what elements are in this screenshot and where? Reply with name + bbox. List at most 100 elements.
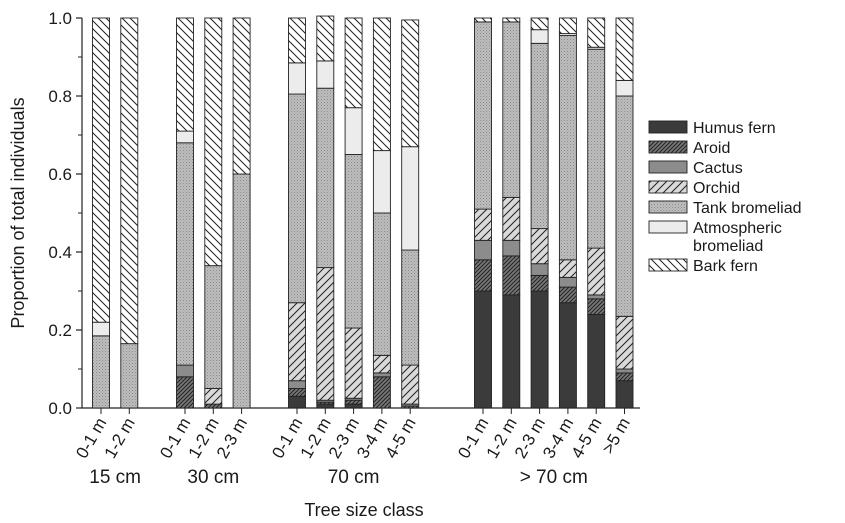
- bar-segment: [204, 265, 223, 389]
- x-tick-label: >5 m: [598, 415, 634, 458]
- bar-segment: [92, 17, 110, 323]
- legend-swatch: [648, 220, 688, 234]
- legend-label: Atmospheric: [693, 220, 782, 237]
- bar-segment: [615, 17, 634, 81]
- legend-label: Tank bromeliad: [693, 200, 802, 217]
- bar-segment: [372, 372, 391, 378]
- x-tick-label: 2-3 m: [213, 415, 251, 462]
- bar-segment: [372, 212, 391, 356]
- bar-segment: [474, 239, 492, 261]
- bar-segment: [530, 17, 549, 31]
- bar-segment: [401, 146, 420, 251]
- bar-segment: [288, 395, 306, 409]
- bar-segment: [372, 150, 391, 214]
- group-label: 70 cm: [328, 467, 380, 488]
- bar-segment: [474, 21, 492, 210]
- bar-segment: [615, 79, 634, 97]
- bar-segment: [502, 21, 521, 198]
- bar-segment: [288, 388, 306, 397]
- bar-segment: [316, 15, 335, 62]
- legend-swatch: [648, 258, 688, 272]
- bar-segment: [530, 263, 549, 276]
- bar-segment: [615, 380, 634, 409]
- y-tick-label: 0.8: [48, 87, 72, 106]
- bar-segment: [558, 17, 577, 35]
- bar-segment: [92, 335, 110, 409]
- bar-segment: [502, 239, 521, 257]
- group-label: 15 cm: [89, 467, 141, 488]
- bar-segment: [530, 228, 549, 265]
- y-tick-label: 0.4: [48, 243, 72, 262]
- legend-swatch: [648, 140, 688, 154]
- bar-segment: [530, 42, 549, 230]
- x-axis-title: Tree size class: [304, 500, 423, 520]
- bar-segment: [558, 259, 577, 278]
- bar-segment: [401, 364, 420, 405]
- group-label: > 70 cm: [520, 467, 588, 488]
- bar-segment: [344, 327, 363, 399]
- bar-segment: [204, 17, 223, 267]
- y-axis-title: Proportion of total individuals: [8, 97, 28, 328]
- bar-segment: [530, 274, 549, 292]
- bar-segment: [372, 17, 391, 152]
- legend-label: Orchid: [693, 180, 740, 197]
- bar-segment: [176, 130, 194, 144]
- bar-segment: [316, 87, 335, 269]
- bar-segment: [232, 173, 251, 409]
- bar-segment: [372, 354, 391, 374]
- legend-label: Aroid: [693, 140, 730, 157]
- bar-segment: [344, 403, 363, 409]
- y-tick-label: 0.0: [48, 399, 72, 418]
- bar-segment: [502, 255, 521, 296]
- bar-segment: [502, 17, 521, 23]
- bar-segment: [288, 380, 306, 389]
- bar-segment: [120, 17, 139, 345]
- bar-segment: [316, 403, 335, 409]
- bar-segment: [176, 364, 194, 378]
- bar-segment: [372, 376, 391, 409]
- bar-segment: [587, 247, 606, 296]
- bar-segment: [587, 313, 606, 409]
- bar-segment: [344, 17, 363, 109]
- bar-segment: [176, 142, 194, 366]
- bar-segment: [502, 294, 521, 409]
- y-tick-label: 0.6: [48, 165, 72, 184]
- bar-segment: [474, 290, 492, 409]
- x-tick-label: 4-5 m: [381, 415, 419, 462]
- legend-label: Cactus: [693, 160, 743, 177]
- bar-segment: [474, 17, 492, 23]
- bar-segment: [344, 107, 363, 155]
- x-tick-label: 4-5 m: [567, 415, 605, 462]
- bar-segment: [344, 399, 363, 405]
- bar-segment: [176, 376, 194, 409]
- bar-segment: [401, 249, 420, 366]
- bar-segment: [288, 17, 306, 64]
- bar-segment: [474, 259, 492, 292]
- bar-segment: [502, 196, 521, 241]
- legend-swatch: [648, 200, 688, 214]
- bar-segment: [587, 48, 606, 249]
- bar-segment: [316, 60, 335, 89]
- bar-segment: [530, 29, 549, 44]
- bar-segment: [615, 315, 634, 370]
- bar-segment: [615, 372, 634, 382]
- bar-segment: [288, 62, 306, 95]
- legend-swatch: [648, 120, 688, 134]
- bar-segment: [615, 368, 634, 374]
- bar-segment: [558, 302, 577, 409]
- bar-segment: [120, 343, 139, 409]
- legend-label: Bark fern: [693, 258, 758, 275]
- bar-segment: [474, 208, 492, 241]
- bar-segment: [615, 95, 634, 317]
- group-label: 30 cm: [187, 467, 239, 488]
- bar-segment: [558, 276, 577, 288]
- legend-label: Humus fern: [693, 120, 776, 137]
- y-tick-label: 1.0: [48, 9, 72, 28]
- bar-segment: [204, 403, 223, 409]
- y-tick-label: 0.2: [48, 321, 72, 340]
- bar-segment: [232, 17, 251, 175]
- bar-segment: [530, 290, 549, 409]
- legend-label: bromeliad: [693, 238, 763, 255]
- bar-segment: [204, 388, 223, 405]
